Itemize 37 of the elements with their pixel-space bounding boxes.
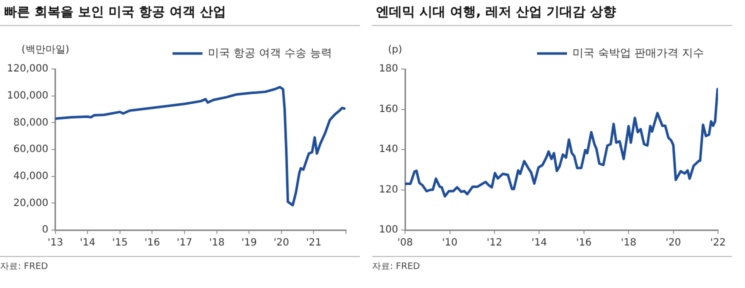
y-tick-label: 60,000 (13, 144, 48, 156)
x-tick-label: '12 (486, 238, 502, 249)
y-axis-title: (p) (388, 44, 402, 56)
y-axis-title: (백만마일) (21, 44, 70, 56)
text: 자료: FRED (372, 261, 421, 273)
x-tick-label: '17 (176, 238, 192, 249)
x-tick-label: '10 (442, 238, 458, 249)
chart-title: 빠른 회복을 보인 미국 항공 여객 산업 (0, 0, 360, 26)
legend-label: 미국 항공 여객 수송 능력 (208, 46, 332, 60)
y-tick-label: 40,000 (13, 170, 48, 182)
y-tick-label: 20,000 (13, 198, 48, 209)
x-tick-label: '20 (274, 238, 290, 249)
x-tick-label: '20 (666, 238, 682, 249)
x-tick-label: '18 (620, 238, 636, 249)
y-tick-label: 120,000 (6, 64, 48, 75)
y-tick-label: 100 (378, 224, 398, 236)
x-tick-label: '21 (306, 238, 322, 249)
y-tick-label: 160 (378, 104, 398, 115)
legend-label: 미국 숙박업 판매가격 지수 (572, 46, 704, 60)
x-tick-label: '13 (48, 238, 64, 249)
x-tick-label: '18 (209, 238, 225, 249)
x-tick-label: '16 (576, 238, 592, 249)
x-tick-label: '08 (397, 238, 413, 249)
x-tick-label: '19 (241, 238, 257, 249)
y-tick-label: 140 (378, 144, 398, 156)
y-tick-label: 0 (42, 224, 48, 236)
y-tick-label: 80,000 (13, 117, 48, 128)
x-tick-label: '14 (531, 238, 547, 249)
y-tick-label: 100,000 (6, 90, 48, 102)
y-tick-label: 180 (378, 64, 398, 75)
x-tick-label: '22 (710, 238, 726, 249)
x-tick-label: '15 (112, 238, 128, 249)
chart-title: 엔데믹 시대 여행, 레저 산업 기대감 상향 (372, 0, 732, 26)
y-tick-label: 120 (378, 184, 398, 196)
text: 자료: FRED (0, 261, 49, 273)
x-tick-label: '14 (80, 238, 96, 249)
x-tick-label: '16 (144, 238, 160, 249)
